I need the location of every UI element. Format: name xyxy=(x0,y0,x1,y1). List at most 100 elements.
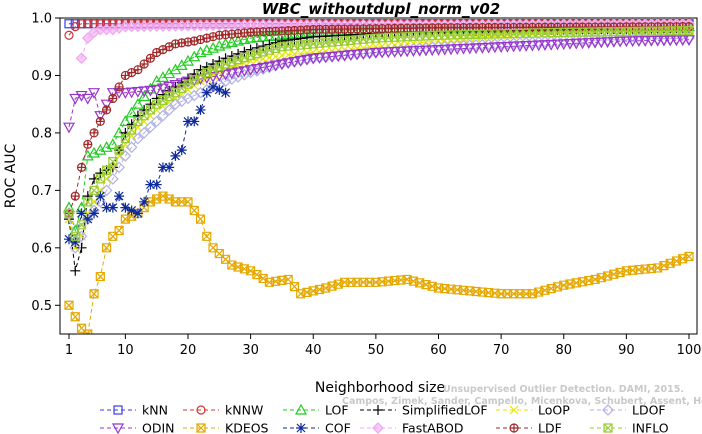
series-INFLO xyxy=(64,26,694,241)
legend-item-SimplifiedLOF: SimplifiedLOF xyxy=(360,403,488,418)
data-point xyxy=(589,37,602,49)
data-point xyxy=(582,38,595,49)
data-point xyxy=(70,265,81,276)
data-point xyxy=(407,46,420,57)
data-point xyxy=(95,116,105,127)
legend-marker xyxy=(602,404,614,416)
data-point xyxy=(276,35,287,46)
data-point xyxy=(670,35,683,47)
x-tick-label: 90 xyxy=(618,343,635,358)
data-point xyxy=(238,68,251,81)
data-point xyxy=(426,45,439,57)
data-point xyxy=(632,36,645,47)
data-point xyxy=(182,116,193,127)
data-point xyxy=(526,40,539,52)
data-point xyxy=(195,214,206,224)
series-line xyxy=(68,27,690,271)
legend-item-LoOP: LoOP xyxy=(496,403,570,418)
series-line xyxy=(68,195,690,334)
data-point xyxy=(139,196,150,207)
series-ODIN xyxy=(62,35,696,134)
data-point xyxy=(70,237,81,248)
data-point xyxy=(64,234,74,245)
data-point xyxy=(70,191,80,201)
data-point xyxy=(225,73,238,85)
data-point xyxy=(684,251,694,262)
data-point xyxy=(244,31,257,43)
data-point xyxy=(133,65,143,75)
legend-item-LDOF: LDOF xyxy=(590,403,666,418)
x-tick-label: 1 xyxy=(65,343,73,358)
data-point xyxy=(319,52,332,64)
data-point xyxy=(114,82,124,92)
legend-label: ODIN xyxy=(142,421,175,434)
data-point xyxy=(144,121,157,134)
data-point xyxy=(614,36,627,48)
legend-item-COF: COF xyxy=(283,421,351,434)
data-point xyxy=(119,88,132,99)
data-point xyxy=(344,50,357,62)
data-point xyxy=(595,37,608,49)
data-point xyxy=(163,67,176,79)
data-point xyxy=(125,106,138,118)
data-point xyxy=(300,54,313,66)
series-LoOP xyxy=(64,25,694,253)
data-point xyxy=(326,51,339,63)
data-point xyxy=(132,110,143,121)
data-point xyxy=(120,134,130,144)
data-point xyxy=(219,75,232,88)
data-point xyxy=(470,43,483,55)
data-point xyxy=(263,61,276,73)
data-point xyxy=(275,59,288,71)
data-point xyxy=(188,89,201,102)
legend: kNN kNNW LOF SimplifiedLOF LoOP LDOF ODIN KDEOS… xyxy=(100,403,669,434)
data-point xyxy=(250,31,263,43)
data-point xyxy=(238,66,251,78)
legend-item-INFLO: INFLO xyxy=(590,421,669,434)
chart-title: WBC_withoutdupl_norm_v02 xyxy=(262,0,500,18)
data-point xyxy=(557,39,570,51)
data-point xyxy=(101,243,112,253)
data-point xyxy=(563,38,577,50)
data-point xyxy=(114,145,124,155)
data-point xyxy=(194,86,207,99)
data-point xyxy=(120,202,131,213)
data-point xyxy=(244,65,257,76)
legend-label: COF xyxy=(325,421,351,434)
data-point xyxy=(532,40,545,52)
watermark-line-2: Campos, Zimek, Sander, Campello, Micenko… xyxy=(342,396,702,407)
x-tick-label: 50 xyxy=(368,343,385,358)
data-point xyxy=(288,57,301,68)
data-point xyxy=(76,19,87,29)
series-line xyxy=(68,30,690,238)
data-point xyxy=(257,30,270,42)
data-point xyxy=(438,44,451,56)
data-point xyxy=(157,89,168,100)
data-point xyxy=(684,26,694,36)
data-point xyxy=(64,30,74,40)
x-axis-label: Neighborhood size xyxy=(315,380,445,396)
data-point xyxy=(139,104,150,115)
data-point xyxy=(83,329,93,334)
data-point xyxy=(95,271,105,282)
data-point xyxy=(250,63,263,75)
data-point xyxy=(157,162,168,173)
data-point xyxy=(676,35,689,47)
data-point xyxy=(269,60,282,72)
legend-label: kNNW xyxy=(225,403,263,418)
data-point xyxy=(157,109,169,122)
legend-label: FastABOD xyxy=(402,421,464,434)
data-point xyxy=(145,53,156,63)
data-point xyxy=(101,105,112,115)
y-axis-label: ROC AUC xyxy=(3,143,19,208)
x-tick-label: 60 xyxy=(430,343,447,358)
legend-marker xyxy=(113,405,123,415)
data-point xyxy=(651,35,664,47)
data-point xyxy=(75,52,88,65)
data-point xyxy=(76,208,87,219)
legend-marker xyxy=(372,422,384,434)
plot-frame xyxy=(59,17,698,335)
data-point xyxy=(225,68,238,80)
data-point xyxy=(75,230,88,243)
y-tick-label: 0.9 xyxy=(31,69,52,84)
